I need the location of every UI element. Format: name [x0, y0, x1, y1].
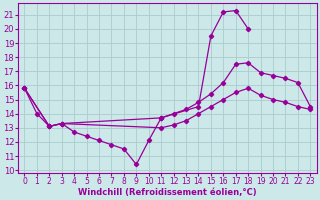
X-axis label: Windchill (Refroidissement éolien,°C): Windchill (Refroidissement éolien,°C)	[78, 188, 257, 197]
